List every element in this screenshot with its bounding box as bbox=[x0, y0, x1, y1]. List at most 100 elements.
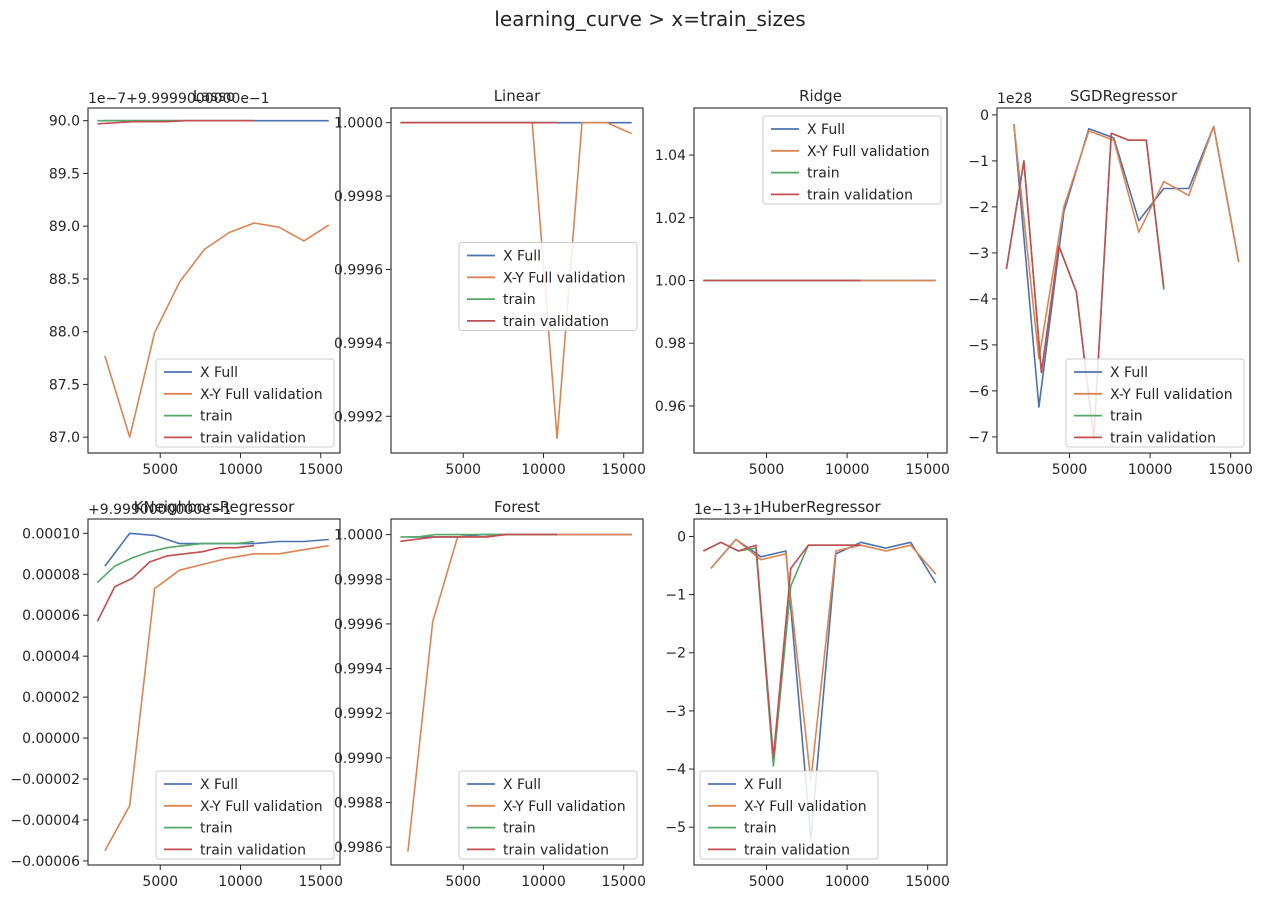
y-tick-label: −6 bbox=[968, 384, 989, 400]
subplot-title: HuberRegressor bbox=[760, 498, 881, 516]
x-tick-label: 10000 bbox=[521, 462, 566, 478]
legend-label: X-Y Full validation bbox=[200, 799, 323, 815]
series-line-x-y-full-validation bbox=[1013, 124, 1240, 360]
x-tick-label: 5000 bbox=[445, 874, 481, 890]
y-tick-label: 0.96 bbox=[655, 399, 686, 415]
subplot-ridge: 5000 10000 15000 0.96 0.98 1.00 1.02 1.04 Ridge X… bbox=[655, 87, 950, 478]
y-tick-label: −0.00006 bbox=[10, 854, 80, 870]
series-group bbox=[96, 532, 329, 852]
x-tick-label: 10000 bbox=[1128, 462, 1173, 478]
legend-label: train bbox=[503, 292, 536, 308]
legend-label: train bbox=[807, 166, 840, 182]
series-line-train-validation bbox=[703, 541, 861, 759]
y-tick-label: −1 bbox=[968, 154, 989, 170]
legend-box bbox=[1065, 358, 1245, 448]
legend-label: train validation bbox=[744, 842, 850, 858]
subplot-grid: 5000 10000 15000 87.0 87.5 88.0 88.5 89.0 89.5 90… bbox=[10, 87, 1253, 890]
subplot-forest: 5000 10000 15000 0.9986 0.9988 0.9990 0.9992 0.… bbox=[334, 498, 646, 890]
y-tick-label: 88.0 bbox=[49, 325, 80, 341]
x-tick-label: 5000 bbox=[749, 874, 785, 890]
y-tick-label: 1.00 bbox=[655, 274, 686, 290]
y-tick-label: 0.9998 bbox=[334, 572, 383, 588]
x-tick-label: 10000 bbox=[218, 874, 263, 890]
subplot-title: SGDRegressor bbox=[1070, 87, 1178, 105]
y-tick-label: 0.00010 bbox=[22, 526, 80, 542]
y-tick-label: −3 bbox=[968, 246, 989, 262]
y-tick-label: 0.98 bbox=[655, 336, 686, 352]
legend-label: X Full bbox=[200, 365, 238, 381]
series-group bbox=[400, 533, 632, 852]
series-line-x-y-full-validation bbox=[104, 222, 330, 438]
legend-label: X Full bbox=[503, 249, 541, 265]
legend-box bbox=[762, 115, 942, 205]
subplot-title: Lasso bbox=[193, 87, 235, 105]
y-tick-label: 87.0 bbox=[49, 430, 80, 446]
legend-label: X Full bbox=[1110, 365, 1148, 381]
x-tick-label: 15000 bbox=[298, 874, 343, 890]
subplot-title: Forest bbox=[494, 498, 540, 516]
legend-label: train validation bbox=[807, 187, 913, 203]
series-group bbox=[703, 538, 937, 840]
y-tick-label: 0.9992 bbox=[334, 706, 383, 722]
legend: X Full X-Y Full validation train train vali… bbox=[155, 770, 335, 860]
legend: X Full X-Y Full validation train train vali… bbox=[1065, 358, 1245, 448]
axes-frame bbox=[87, 107, 341, 454]
x-tick-label: 15000 bbox=[298, 462, 343, 478]
legend-box bbox=[699, 770, 879, 860]
series-line-train-validation bbox=[96, 544, 255, 622]
y-tick-label: −4 bbox=[968, 292, 989, 308]
series-line-train-validation bbox=[400, 533, 558, 543]
x-tick-label: 5000 bbox=[142, 874, 178, 890]
y-tick-label: 89.0 bbox=[49, 219, 80, 235]
series-line-x-y-full-validation bbox=[104, 544, 329, 852]
y-tick-label: 0.00004 bbox=[22, 649, 80, 665]
y-tick-label: 0.00006 bbox=[22, 608, 80, 624]
legend-label: train bbox=[200, 409, 233, 425]
legend-label: X Full bbox=[200, 777, 238, 793]
legend: X Full X-Y Full validation train train vali… bbox=[458, 242, 638, 331]
subplot-title: Ridge bbox=[799, 87, 842, 105]
x-tick-label: 15000 bbox=[905, 462, 950, 478]
y-tick-label: −2 bbox=[665, 646, 686, 662]
subplot-title: KNeighborsRegressor bbox=[134, 498, 296, 516]
legend-label: train bbox=[200, 821, 233, 837]
x-tick-label: 10000 bbox=[218, 462, 263, 478]
y-tick-label: 0.9996 bbox=[334, 262, 383, 278]
subplot-huberregressor: 5000 10000 15000 −5 −4 −3 −2 −1 0 1e−13+1HuberReg… bbox=[665, 498, 950, 890]
x-tick-label: 10000 bbox=[825, 874, 870, 890]
legend: X Full X-Y Full validation train train vali… bbox=[699, 770, 879, 860]
legend-label: train validation bbox=[200, 842, 306, 858]
legend-label: X Full bbox=[503, 777, 541, 793]
y-tick-label: 87.5 bbox=[49, 377, 80, 393]
x-tick-label: 15000 bbox=[601, 874, 646, 890]
x-tick-label: 5000 bbox=[142, 462, 178, 478]
y-tick-label: 0.9994 bbox=[334, 662, 383, 678]
axis-offset-text: +9.9990000000e−1 bbox=[88, 502, 231, 518]
y-tick-label: −0.00002 bbox=[10, 772, 80, 788]
y-tick-label: 0.9996 bbox=[334, 617, 383, 633]
y-tick-label: 0.9988 bbox=[334, 795, 383, 811]
y-tick-label: −0.00004 bbox=[10, 813, 80, 829]
legend-label: X-Y Full validation bbox=[744, 799, 867, 815]
y-tick-label: 1.0000 bbox=[334, 528, 383, 544]
y-tick-label: −5 bbox=[968, 338, 989, 354]
y-tick-label: −1 bbox=[665, 588, 686, 604]
y-tick-label: 89.5 bbox=[49, 166, 80, 182]
subplot-sgdregressor: 5000 10000 15000 −7 −6 −5 −4 −3 −2 −1 0 1e28 SGDRegr… bbox=[968, 87, 1253, 478]
y-tick-label: 0 bbox=[677, 529, 686, 545]
y-tick-label: 88.5 bbox=[49, 272, 80, 288]
axes-frame bbox=[693, 518, 948, 866]
axis-offset-text: 1e−13+1 bbox=[694, 502, 762, 518]
legend-label: train validation bbox=[503, 842, 609, 858]
x-tick-label: 15000 bbox=[1208, 462, 1253, 478]
subplot-linear: 5000 10000 15000 0.9992 0.9994 0.9996 0.9998 1.… bbox=[334, 87, 646, 478]
y-tick-label: −7 bbox=[968, 430, 989, 446]
y-tick-label: 0.9992 bbox=[334, 409, 383, 425]
y-tick-label: 90.0 bbox=[49, 114, 80, 130]
y-tick-label: 0.9998 bbox=[334, 189, 383, 205]
legend-box bbox=[155, 358, 335, 448]
y-tick-label: 0.9994 bbox=[334, 336, 383, 352]
x-tick-label: 10000 bbox=[825, 462, 870, 478]
x-tick-label: 15000 bbox=[905, 874, 950, 890]
